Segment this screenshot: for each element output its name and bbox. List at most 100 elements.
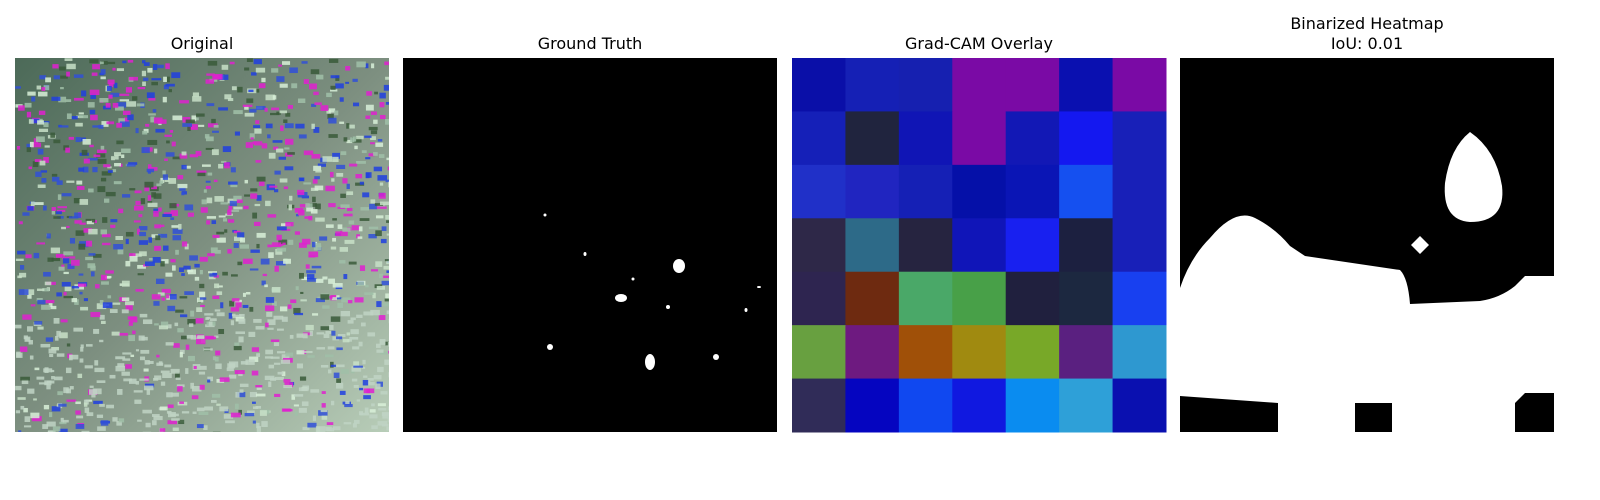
texture: [253, 406, 259, 409]
texture: [71, 259, 80, 266]
texture: [103, 164, 111, 168]
texture: [158, 233, 168, 238]
texture: [318, 410, 328, 416]
texture: [192, 92, 200, 97]
texture: [91, 72, 98, 76]
texture: [66, 71, 70, 77]
texture: [135, 381, 139, 385]
texture: [231, 313, 236, 317]
texture: [311, 123, 315, 129]
texture: [97, 149, 107, 154]
texture: [204, 313, 214, 316]
texture: [307, 277, 317, 282]
cam-cell: [792, 271, 846, 326]
texture: [84, 407, 90, 413]
texture: [212, 234, 220, 238]
texture: [368, 233, 377, 239]
texture: [233, 195, 242, 202]
texture: [166, 410, 172, 414]
texture: [350, 137, 355, 143]
texture: [218, 328, 225, 335]
texture: [339, 247, 349, 252]
texture: [172, 228, 183, 234]
texture: [107, 170, 113, 173]
texture: [226, 367, 234, 372]
texture: [106, 121, 115, 125]
texture: [147, 202, 158, 207]
texture: [256, 422, 260, 429]
texture: [233, 242, 239, 248]
texture: [335, 83, 344, 89]
texture: [375, 230, 382, 237]
texture: [254, 221, 261, 227]
texture: [206, 220, 210, 225]
texture: [79, 358, 84, 363]
texture: [340, 151, 347, 156]
texture: [330, 364, 337, 367]
texture: [265, 349, 274, 355]
texture: [44, 281, 52, 286]
texture: [132, 96, 138, 101]
texture: [59, 332, 68, 339]
texture: [63, 295, 73, 299]
texture: [342, 178, 348, 184]
texture: [293, 404, 299, 407]
texture: [142, 319, 153, 325]
texture: [18, 105, 25, 111]
texture: [46, 380, 55, 384]
texture: [151, 414, 160, 417]
texture: [107, 166, 112, 169]
texture: [242, 292, 246, 297]
texture: [382, 302, 389, 307]
texture: [274, 376, 284, 381]
texture: [244, 67, 250, 71]
texture: [15, 385, 22, 391]
texture: [96, 153, 106, 158]
texture: [151, 81, 158, 86]
texture: [216, 312, 225, 317]
texture: [74, 284, 84, 290]
texture: [239, 313, 245, 320]
texture: [367, 378, 374, 381]
texture: [221, 64, 229, 70]
texture: [351, 366, 362, 372]
texture: [177, 183, 188, 189]
texture: [255, 326, 265, 330]
texture: [326, 427, 335, 432]
texture: [18, 430, 22, 432]
texture: [116, 140, 124, 145]
texture: [65, 367, 72, 374]
texture: [51, 173, 58, 177]
texture: [294, 207, 304, 213]
texture: [89, 89, 100, 96]
texture: [61, 193, 72, 197]
texture: [99, 299, 104, 305]
texture: [255, 393, 266, 397]
texture: [162, 170, 166, 175]
texture: [340, 368, 349, 374]
texture: [355, 182, 365, 186]
texture: [222, 146, 232, 153]
texture: [270, 339, 280, 342]
texture: [148, 113, 156, 116]
texture: [178, 419, 185, 425]
texture: [322, 305, 330, 309]
texture: [351, 137, 362, 143]
texture: [211, 118, 216, 124]
texture: [81, 90, 87, 97]
texture: [227, 363, 236, 369]
texture: [332, 283, 343, 288]
texture: [299, 204, 309, 208]
texture: [100, 229, 108, 235]
texture: [38, 91, 48, 97]
texture: [99, 97, 109, 103]
texture: [125, 364, 132, 369]
texture: [171, 265, 176, 271]
texture: [82, 138, 91, 145]
texture: [67, 263, 75, 269]
texture: [270, 356, 280, 359]
texture: [379, 154, 385, 159]
texture: [61, 264, 65, 269]
texture: [371, 63, 375, 69]
texture: [223, 414, 234, 419]
